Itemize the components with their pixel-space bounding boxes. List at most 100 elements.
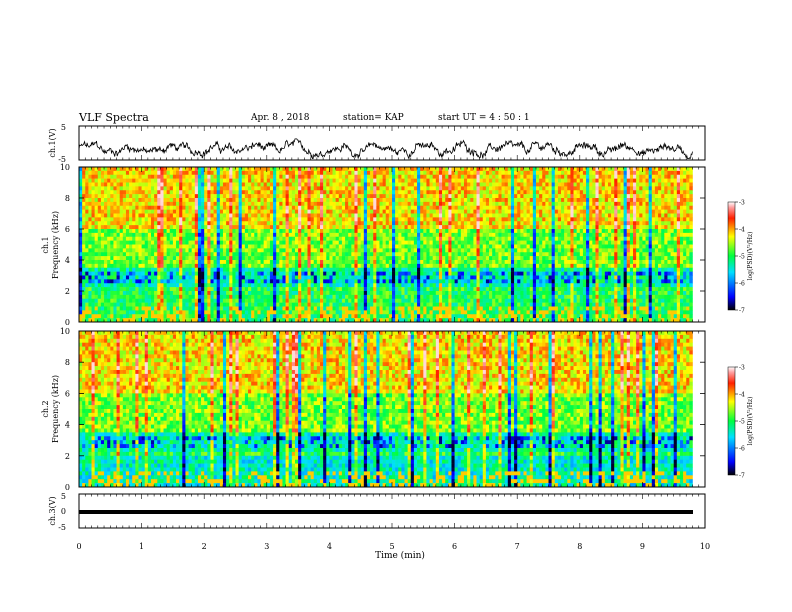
spectrogram-cell: [658, 248, 662, 253]
spectrogram-cell: [132, 244, 136, 249]
spectrogram-cell: [376, 209, 380, 214]
spectrogram-cell: [658, 217, 662, 222]
spectrogram-cell: [595, 205, 599, 210]
spectrogram-cell: [460, 209, 465, 214]
spectrogram-cell: [460, 174, 465, 179]
spectrogram-cell: [201, 260, 205, 265]
spectrogram-cell: [492, 213, 496, 218]
spectrogram-cell: [460, 232, 465, 238]
date-label: Apr. 8 , 2018: [251, 113, 310, 123]
spectrogram-cell: [539, 190, 543, 195]
spectrogram-cell: [338, 170, 343, 176]
spectrogram-cell: [645, 240, 649, 245]
spectrogram-cell: [357, 190, 361, 195]
spectrogram-cell: [611, 205, 615, 210]
spectrogram-cell: [91, 236, 95, 241]
spectrogram-cell: [335, 232, 340, 238]
spectrogram-cell: [235, 256, 239, 261]
spectrogram-cell: [573, 186, 577, 191]
spectrogram-cell: [442, 256, 446, 261]
spectrogram-cell: [623, 229, 628, 234]
spectrogram-cell: [532, 190, 537, 195]
spectrogram-cell: [645, 194, 649, 199]
spectrogram-cell: [395, 240, 399, 245]
spectrogram-cell: [363, 252, 368, 257]
spectrogram-cell: [232, 252, 236, 257]
spectrogram-cell: [345, 174, 349, 179]
spectrogram-cell: [564, 198, 568, 203]
spectrogram-cell: [676, 190, 681, 195]
spectrogram-cell: [467, 170, 471, 176]
spectrogram-cell: [357, 229, 361, 234]
spectrogram-cell: [614, 236, 618, 241]
spectrogram-cell: [232, 182, 236, 187]
spectrogram-cell: [110, 182, 114, 187]
spectrogram-cell: [639, 256, 643, 261]
spectrogram-cell: [79, 229, 83, 234]
spectrogram-cell: [257, 174, 261, 179]
spectrogram-cell: [147, 194, 152, 199]
spectrogram-cell: [163, 244, 167, 249]
spectrogram-cell: [658, 186, 662, 191]
spectrogram-cell: [567, 167, 571, 172]
spectrogram-cell: [686, 232, 690, 238]
spectrogram-cell: [169, 190, 174, 195]
spectrogram-cell: [345, 186, 349, 191]
spectrogram-cell: [316, 248, 321, 253]
spectrogram-cell: [169, 260, 174, 265]
spectrogram-cell: [91, 178, 95, 183]
spectrogram-cell: [335, 167, 340, 172]
spectrogram-cell: [138, 186, 142, 191]
spectrogram-cell: [269, 198, 274, 203]
spectrogram-cell: [645, 167, 649, 172]
spectrogram-cell: [363, 209, 368, 214]
spectrogram-cell: [463, 190, 468, 195]
spectrogram-cell: [476, 252, 480, 257]
spectrogram-cell: [338, 256, 343, 261]
spectrogram-cell: [535, 256, 540, 261]
spectrogram-cell: [316, 213, 321, 218]
spectrogram-cell: [182, 244, 186, 249]
spectrogram-cell: [548, 213, 552, 218]
spectrogram-cell: [545, 170, 549, 176]
spectrogram-cell: [545, 229, 549, 234]
spectrogram-cell: [636, 217, 640, 222]
spectrogram-cell: [119, 190, 124, 195]
spectrogram-cell: [420, 213, 424, 218]
spectrogram-cell: [113, 182, 117, 187]
spectrogram-cell: [435, 217, 440, 222]
spectrogram-cell: [288, 217, 293, 222]
spectrogram-cell: [188, 209, 192, 214]
spectrogram-cell: [417, 201, 421, 207]
spectrogram-cell: [166, 240, 171, 245]
spectrogram-cell: [91, 170, 95, 176]
spectrogram-cell: [404, 167, 408, 172]
spectrogram-cell: [448, 174, 452, 179]
spectrogram-cell: [125, 205, 130, 210]
spectrogram-cell: [523, 217, 527, 222]
spectrogram-cell: [438, 225, 443, 230]
spectrogram-cell: [138, 236, 142, 241]
spectrogram-cell: [520, 248, 524, 253]
spectrogram-cell: [307, 209, 311, 214]
spectrogram-cell: [611, 186, 615, 191]
spectrogram-cell: [257, 217, 261, 222]
spectrogram-cell: [338, 263, 343, 269]
spectrogram-cell: [294, 198, 299, 203]
spectrogram-cell: [639, 244, 643, 249]
spectrogram-cell: [291, 205, 296, 210]
spectrogram-cell: [116, 190, 120, 195]
spectrogram-cell: [113, 252, 117, 257]
spectrogram-cell: [163, 221, 167, 226]
spectrogram-cell: [532, 182, 537, 187]
spectrogram-cell: [432, 167, 437, 172]
spectrogram-cell: [160, 232, 164, 238]
spectrogram-cell: [260, 221, 264, 226]
spectrogram-cell: [485, 248, 490, 253]
spectrogram-cell: [476, 186, 480, 191]
spectrogram-cell: [482, 260, 487, 265]
spectrogram-cell: [188, 178, 192, 183]
spectrogram-cell: [291, 260, 296, 265]
spectrogram-cell: [210, 178, 214, 183]
spectrogram-cell: [257, 263, 261, 269]
